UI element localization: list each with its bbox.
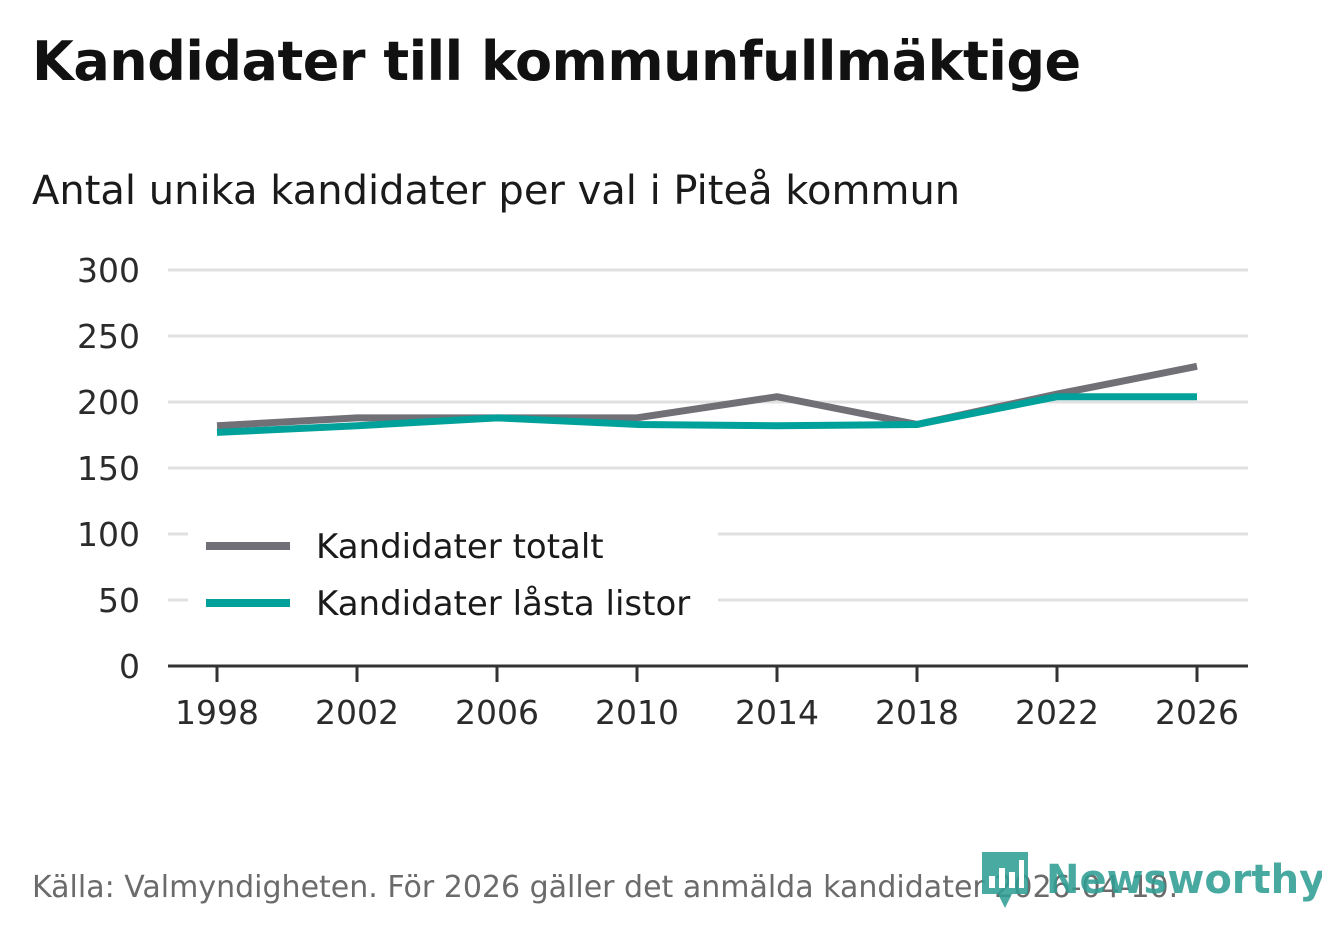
y-tick-label: 300	[77, 251, 140, 290]
newsworthy-logo-icon	[982, 852, 1028, 908]
series-line-kandidater-lasta-listor	[216, 393, 1197, 436]
legend-label: Kandidater totalt	[316, 527, 604, 567]
chart-subtitle: Antal unika kandidater per val i Piteå k…	[32, 168, 961, 214]
y-tick-label: 50	[98, 581, 140, 620]
y-tick-label: 250	[77, 317, 140, 356]
chart-title: Kandidater till kommunfullmäktige	[32, 30, 1081, 93]
legend-label: Kandidater låsta listor	[316, 584, 690, 624]
y-tick-label: 200	[77, 383, 140, 422]
y-tick-label: 0	[119, 647, 140, 686]
legend-background	[188, 516, 718, 632]
y-tick-label: 150	[77, 449, 140, 488]
y-tick-label: 100	[77, 515, 140, 554]
x-tick-label: 2026	[1155, 693, 1239, 732]
x-tick-label: 2010	[595, 693, 679, 732]
newsworthy-logo: Newsworthy	[980, 850, 1322, 910]
newsworthy-logo-text: Newsworthy	[1046, 857, 1322, 903]
x-tick-label: 2014	[735, 693, 819, 732]
x-axis-tick-labels: 1998 2002 2006 2010 2014 2018 2022 2026	[175, 693, 1239, 732]
x-tick-label: 1998	[175, 693, 259, 732]
x-axis	[168, 664, 1248, 682]
y-axis-tick-labels: 0 50 100 150 200 250 300	[77, 251, 140, 686]
x-tick-label: 2022	[1015, 693, 1099, 732]
x-tick-label: 2006	[455, 693, 539, 732]
legend: Kandidater totalt Kandidater låsta listor	[188, 516, 718, 632]
series-lines	[216, 362, 1198, 436]
x-tick-label: 2002	[315, 693, 399, 732]
x-tick-label: 2018	[875, 693, 959, 732]
